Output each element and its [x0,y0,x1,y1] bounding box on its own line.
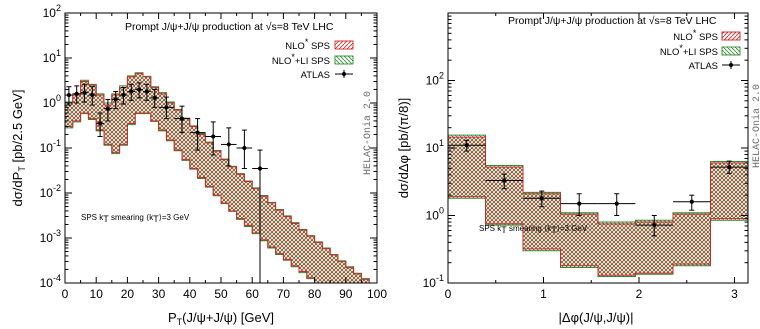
left-x-axis-label: PT(J/ψ+J/ψ) [GeV] [168,310,274,327]
left-watermark: HELAC-Onia 2.0 [362,91,374,175]
legend-label-nlo-r: NLO* SPS [673,28,718,43]
y-tick-label: 100 [426,206,444,223]
right-bands [447,134,749,277]
legend-label-nlo-li: NLO*+LI SPS [272,52,330,67]
atlas-point [598,193,636,216]
right-y-axis-label: dσ/dΔφ [pb/(π/8)] [396,98,411,199]
atlas-point [635,215,673,237]
y-tick-label: 10-3 [40,228,61,245]
atlas-point [673,194,711,211]
legend-swatch-nlo-li [334,55,354,65]
atlas-point [205,121,221,156]
atlas-point [158,96,175,120]
left-ticks: 0 10 20 30 40 50 60 70 80 90 100 10-4 10-3 10-2 10-1 10… [40,3,388,301]
legend-label-nlo: NLO* SPS [285,37,330,52]
left-title: Prompt J/ψ+J/ψ production at √s=8 TeV LH… [125,21,334,33]
atlas-point [523,190,561,208]
atlas-point [80,83,89,103]
x-tick-label: 3 [731,287,738,301]
right-legend: NLO* SPS NLO*+LI SPS ATLAS [660,28,741,72]
right-atlas-points [448,139,748,237]
left-chart: 0 10 20 30 40 50 60 70 80 90 100 10-4 10-3 10-2 10-1 10… [10,3,387,327]
right-annotation: SPS kT smearing ⟨kT⟩=3 GeV [479,224,588,235]
atlas-point [88,86,97,106]
atlas-point [135,82,143,99]
atlas-point [127,83,136,101]
y-tick-label: 10-4 [40,273,61,290]
left-y-axis-label: dσ/dPT [pb/2.5 GeV] [10,90,27,207]
x-tick-label: 1 [540,287,547,301]
legend-swatch-nlo [334,40,354,50]
atlas-point [448,139,486,152]
x-tick-label: 40 [183,287,197,301]
y-tick-label: 101 [426,138,444,155]
atlas-point [189,118,206,151]
left-atlas-points [65,82,268,283]
legend-label-atlas-r: ATLAS [689,61,718,72]
legend-marker-atlas [335,70,353,78]
legend-label-atlas: ATLAS [301,70,330,81]
y-tick-label: 101 [43,48,61,65]
x-tick-label: 50 [214,287,228,301]
atlas-point [710,160,748,174]
y-tick-label: 10-2 [40,183,61,200]
atlas-point [221,127,237,167]
left-legend: NLO* SPS NLO*+LI SPS ATLAS [272,37,354,81]
y-tick-label: 102 [426,71,444,88]
x-tick-label: 70 [277,287,291,301]
right-ticks: 0 1 2 3 10-1 100 101 102 [423,13,748,301]
atlas-point [236,129,253,170]
x-tick-label: 0 [445,287,452,301]
x-tick-label: 90 [339,287,353,301]
x-tick-label: 10 [90,287,104,301]
band-nlo-sps-r [447,136,749,276]
x-tick-label: 60 [246,287,260,301]
atlas-point [72,85,81,104]
right-x-axis-label: |Δφ(J/ψ,J/ψ)| [559,310,634,325]
x-tick-label: 80 [308,287,322,301]
left-annotation: SPS kT smearing ⟨kT⟩=3 GeV [81,213,190,224]
x-tick-label: 30 [152,287,166,301]
atlas-point [485,173,523,190]
atlas-point [174,105,190,134]
x-tick-label: 100 [367,287,387,301]
atlas-point [111,91,120,110]
legend-label-nlo-li-r: NLO*+LI SPS [660,43,718,58]
y-tick-label: 100 [43,93,61,110]
atlas-point [252,149,268,283]
atlas-point [119,87,128,105]
atlas-point [150,88,159,108]
x-tick-label: 2 [636,287,643,301]
atlas-point [65,86,73,106]
band-nlo-sps-l [64,73,377,284]
legend-marker-atlas-r [722,61,740,69]
legend-swatch-nlo-li-r [721,46,741,56]
right-title: Prompt J/ψ+J/ψ production at √s=8 TeV LH… [508,15,717,27]
y-tick-label: 10-1 [423,273,444,290]
left-bands [64,72,377,284]
right-chart: 0 1 2 3 10-1 100 101 102 Prompt J/ψ+J/ψ product… [396,12,760,325]
atlas-point [96,112,104,138]
right-watermark: HELAC-Onia 2.0 [751,84,760,168]
y-tick-label: 102 [43,3,61,20]
x-tick-label: 20 [121,287,135,301]
atlas-point [143,83,151,101]
legend-swatch-nlo-r [721,31,741,41]
atlas-point [560,193,598,216]
x-tick-label: 0 [62,287,69,301]
atlas-point [104,98,112,122]
y-tick-label: 10-1 [40,138,61,155]
